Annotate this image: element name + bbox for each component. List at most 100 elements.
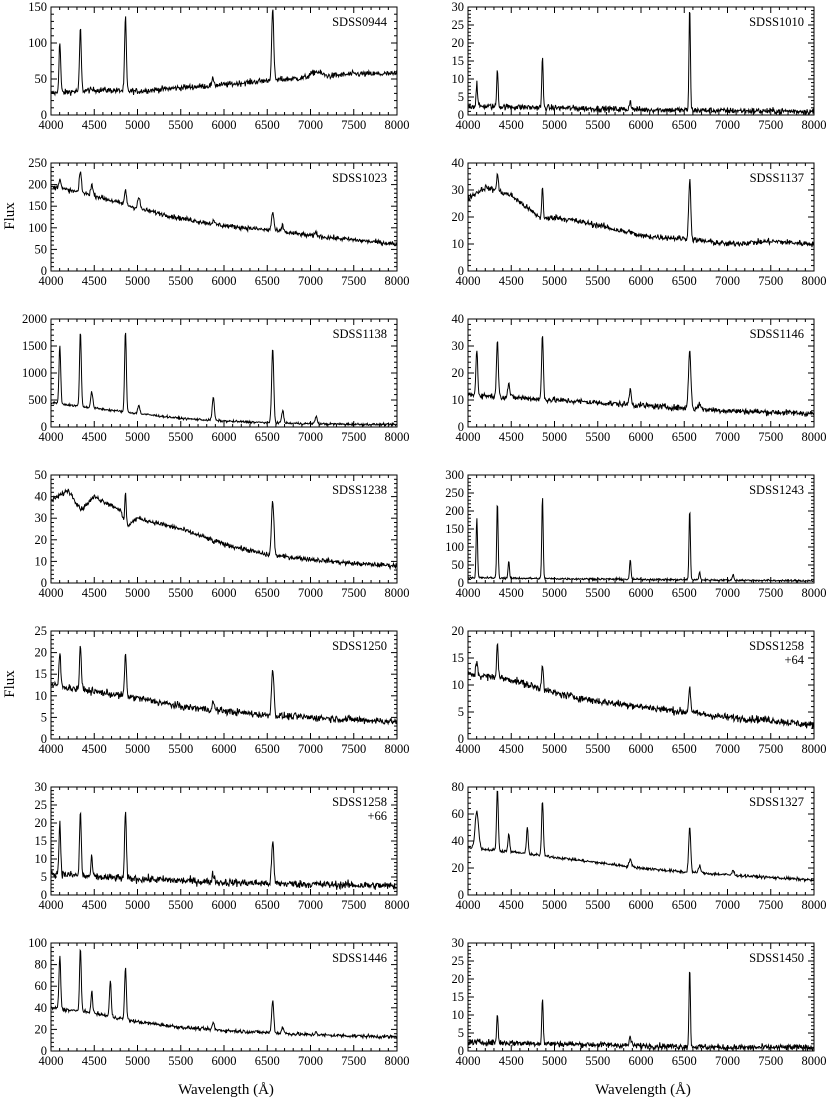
x-tick-label: 5500 [585, 430, 610, 444]
x-tick-label: 5500 [168, 1054, 193, 1068]
y-tick-label: 50 [452, 558, 465, 572]
x-tick-label: 6500 [255, 742, 280, 756]
spectrum-line-5 [51, 332, 397, 427]
object-name: SDSS1137 [750, 171, 804, 185]
y-tick-label: 1500 [22, 339, 47, 353]
x-tick-label: 4000 [39, 898, 64, 912]
x-tick-label: 4500 [499, 898, 524, 912]
x-tick-label: 5500 [168, 274, 193, 288]
x-tick-label: 7000 [298, 1054, 323, 1068]
x-tick-label: 5500 [168, 898, 193, 912]
x-tick-label: 7000 [715, 118, 740, 132]
x-tick-label: 7000 [298, 586, 323, 600]
y-tick-label: 150 [28, 0, 47, 14]
x-tick-label: 6500 [672, 586, 697, 600]
y-tick-label: 20 [452, 210, 465, 224]
object-name-suffix: +66 [367, 809, 387, 823]
x-tick-label: 7500 [341, 898, 366, 912]
x-tick-label: 4000 [39, 742, 64, 756]
y-tick-label: 150 [445, 522, 464, 536]
y-tick-label: 30 [452, 339, 465, 353]
spectrum-panel-6: 4000 4500 5000 5500 6000 6500 7000 7500 8000 0 10 2… [452, 312, 827, 444]
y-tick-label: 40 [452, 834, 465, 848]
x-tick-label: 6500 [255, 1054, 280, 1068]
y-tick-label: 20 [452, 861, 465, 875]
x-tick-label: 6000 [212, 898, 237, 912]
y-tick-label: 10 [35, 554, 48, 568]
x-tick-label: 5000 [125, 1054, 150, 1068]
x-tick-label: 7500 [341, 586, 366, 600]
spectrum-panel-10: 4000 4500 5000 5500 6000 6500 7000 7500 8000 0 5 10… [452, 624, 827, 756]
y-tick-label: 5 [41, 710, 47, 724]
x-tick-label: 6500 [255, 118, 280, 132]
y-tick-label: 200 [445, 504, 464, 518]
object-name: SDSS1023 [332, 171, 387, 185]
x-tick-label: 8000 [385, 586, 410, 600]
x-tick-label: 7000 [298, 430, 323, 444]
y-tick-label: 0 [458, 1044, 464, 1058]
y-tick-label: 20 [35, 1022, 48, 1036]
x-tick-label: 6000 [629, 1054, 654, 1068]
y-tick-label: 60 [35, 979, 48, 993]
x-tick-label: 4000 [39, 430, 64, 444]
x-tick-label: 5000 [542, 118, 567, 132]
x-tick-label: 6000 [629, 274, 654, 288]
y-tick-label: 100 [28, 36, 47, 50]
x-tick-label: 8000 [385, 430, 410, 444]
x-tick-label: 8000 [802, 118, 827, 132]
x-tick-label: 5000 [542, 898, 567, 912]
object-name: SDSS1238 [332, 483, 387, 497]
y-tick-label: 15 [452, 651, 465, 665]
x-tick-label: 4000 [39, 274, 64, 288]
x-tick-label: 8000 [802, 898, 827, 912]
y-tick-label: 5 [458, 705, 464, 719]
y-tick-label: 50 [35, 72, 48, 86]
x-tick-label: 5500 [585, 1054, 610, 1068]
y-tick-label: 5 [458, 90, 464, 104]
x-tick-label: 7500 [341, 274, 366, 288]
y-tick-label: 0 [41, 732, 47, 746]
x-tick-label: 6500 [672, 742, 697, 756]
y-tick-label: 0 [41, 576, 47, 590]
y-tick-label: 10 [35, 689, 48, 703]
x-tick-label: 6500 [255, 898, 280, 912]
x-tick-label: 7500 [758, 118, 783, 132]
x-tick-label: 6500 [672, 430, 697, 444]
spectrum-line-9 [51, 645, 397, 726]
y-tick-label: 50 [35, 242, 48, 256]
x-tick-label: 8000 [385, 898, 410, 912]
x-tick-label: 7500 [758, 274, 783, 288]
x-tick-label: 4000 [39, 118, 64, 132]
y-tick-label: 20 [452, 366, 465, 380]
y-tick-label: 20 [35, 533, 48, 547]
y-tick-label: 15 [35, 667, 48, 681]
y-tick-label: 40 [35, 490, 48, 504]
x-tick-label: 7000 [298, 274, 323, 288]
y-tick-label: 150 [28, 199, 47, 213]
x-tick-label: 6500 [255, 430, 280, 444]
x-tick-label: 6000 [212, 118, 237, 132]
y-tick-label: 10 [452, 237, 465, 251]
x-tick-label: 6000 [629, 586, 654, 600]
y-tick-label: 25 [35, 798, 48, 812]
y-tick-label: 5 [458, 1026, 464, 1040]
x-tick-label: 7500 [341, 118, 366, 132]
x-tick-label: 5500 [585, 118, 610, 132]
x-tick-label: 6000 [212, 430, 237, 444]
y-tick-label: 25 [452, 18, 465, 32]
x-tick-label: 4000 [456, 1054, 481, 1068]
y-axis-label-upper: Flux [2, 202, 18, 230]
x-tick-label: 6000 [212, 586, 237, 600]
x-tick-label: 5500 [585, 586, 610, 600]
x-tick-label: 7000 [298, 898, 323, 912]
x-tick-label: 4500 [82, 586, 107, 600]
x-tick-label: 7500 [341, 430, 366, 444]
x-tick-label: 7000 [715, 586, 740, 600]
y-tick-label: 1000 [22, 366, 47, 380]
spectrum-line-8 [468, 498, 814, 583]
x-tick-label: 7000 [715, 430, 740, 444]
x-tick-label: 4500 [499, 1054, 524, 1068]
x-tick-label: 6000 [629, 118, 654, 132]
x-tick-label: 7500 [341, 1054, 366, 1068]
x-tick-label: 5500 [168, 586, 193, 600]
